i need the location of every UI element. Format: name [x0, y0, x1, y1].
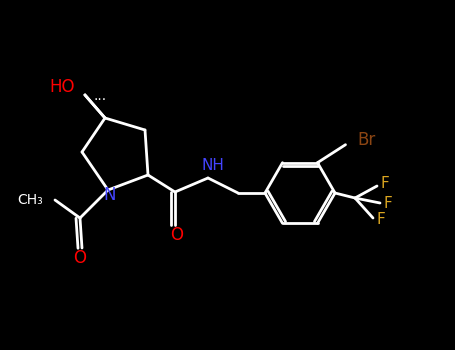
Text: F: F: [381, 176, 389, 191]
Text: F: F: [384, 196, 392, 210]
Text: O: O: [171, 226, 183, 244]
Text: ···: ···: [93, 93, 106, 107]
Text: NH: NH: [202, 159, 224, 174]
Text: HO: HO: [50, 78, 75, 96]
Text: CH₃: CH₃: [17, 193, 43, 207]
Text: O: O: [74, 249, 86, 267]
Text: Br: Br: [358, 131, 376, 149]
Text: F: F: [377, 212, 385, 228]
Text: N: N: [104, 186, 116, 204]
